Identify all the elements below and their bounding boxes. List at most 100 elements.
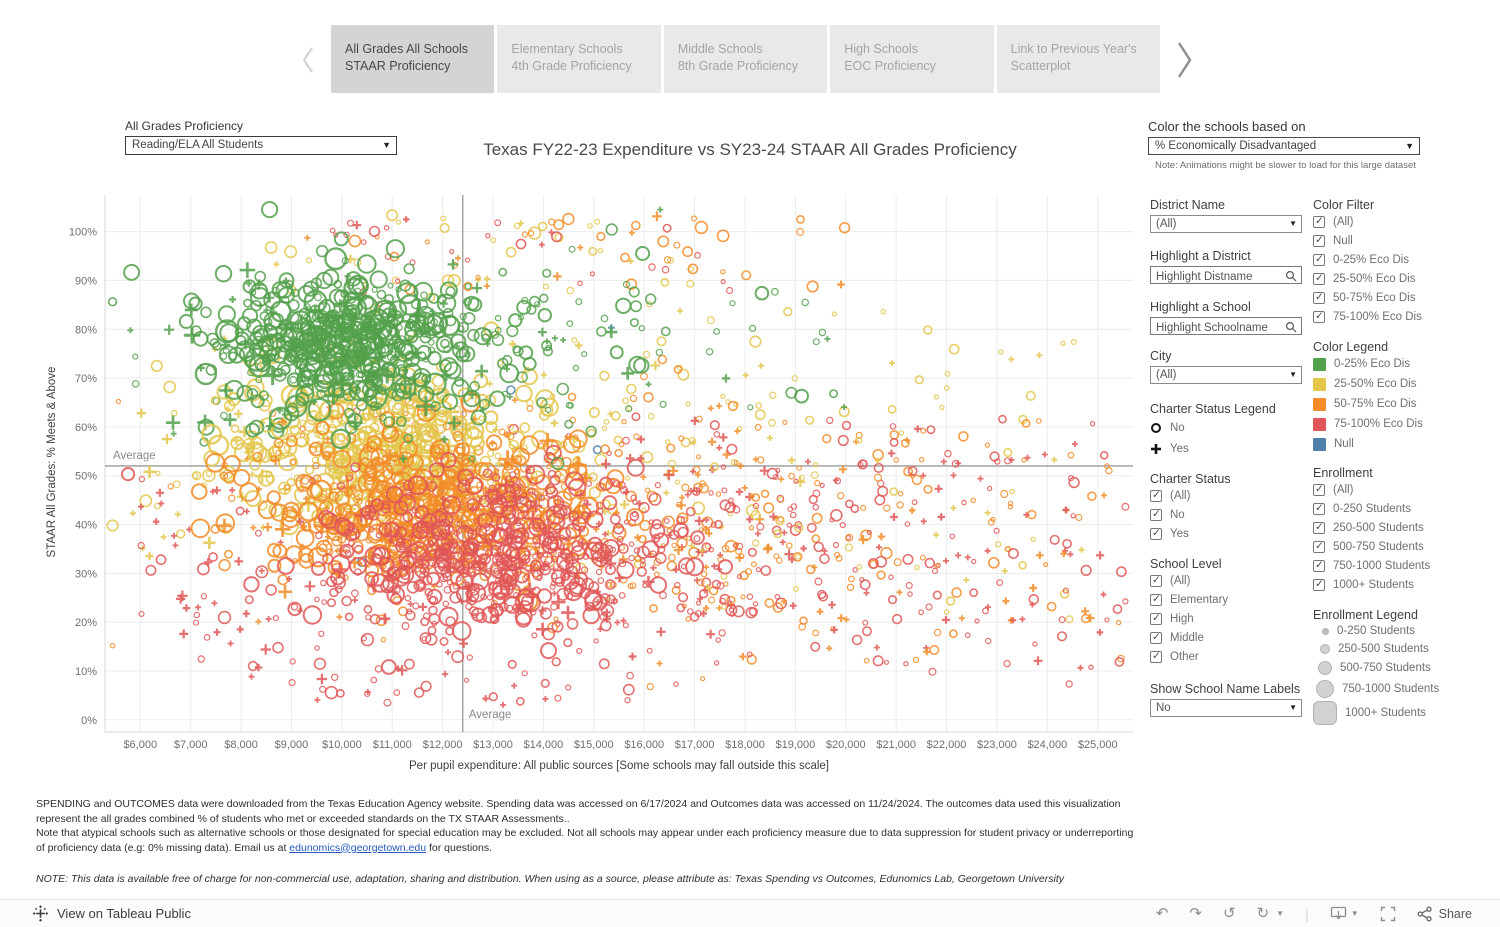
school-mark[interactable] — [1104, 617, 1110, 623]
school-mark[interactable] — [601, 425, 608, 431]
school-mark[interactable] — [566, 286, 575, 295]
school-mark[interactable] — [336, 614, 343, 620]
school-mark[interactable] — [985, 637, 992, 645]
school-mark[interactable] — [542, 268, 552, 278]
school-mark[interactable] — [386, 566, 396, 576]
school-mark[interactable] — [297, 285, 316, 303]
school-mark[interactable] — [270, 503, 289, 522]
school-mark[interactable] — [508, 439, 519, 451]
school-mark[interactable] — [819, 553, 830, 565]
school-mark[interactable] — [647, 413, 655, 420]
school-mark[interactable] — [685, 557, 705, 577]
school-mark[interactable] — [931, 567, 939, 574]
school-mark[interactable] — [709, 462, 720, 472]
school-mark[interactable] — [385, 239, 405, 259]
school-mark[interactable] — [1043, 561, 1049, 568]
school-mark[interactable] — [998, 414, 1007, 424]
school-mark[interactable] — [671, 542, 678, 549]
school-mark[interactable] — [549, 542, 559, 551]
school-mark[interactable] — [721, 544, 730, 553]
school-mark[interactable] — [671, 585, 681, 596]
school-mark[interactable] — [781, 598, 787, 605]
school-mark[interactable] — [604, 544, 614, 554]
school-mark[interactable] — [963, 577, 970, 584]
school-mark[interactable] — [273, 261, 280, 268]
school-mark[interactable] — [259, 393, 273, 408]
school-mark[interactable] — [554, 498, 562, 506]
school-mark[interactable] — [1096, 551, 1105, 560]
school-mark[interactable] — [485, 421, 498, 434]
school-mark[interactable] — [341, 257, 349, 265]
school-mark[interactable] — [486, 594, 493, 601]
school-mark[interactable] — [653, 558, 662, 567]
school-mark[interactable] — [272, 641, 284, 654]
school-mark[interactable] — [904, 437, 911, 444]
school-mark[interactable] — [393, 689, 401, 697]
school-mark[interactable] — [777, 516, 784, 523]
school-mark[interactable] — [677, 592, 689, 603]
school-mark[interactable] — [674, 479, 681, 485]
school-mark[interactable] — [576, 489, 587, 499]
school-mark[interactable] — [560, 571, 580, 591]
school-mark[interactable] — [209, 488, 216, 495]
checkbox-checked-icon[interactable] — [1313, 234, 1325, 247]
school-mark[interactable] — [690, 215, 698, 222]
school-mark[interactable] — [561, 605, 575, 620]
school-mark[interactable] — [275, 449, 282, 456]
school-mark[interactable] — [396, 281, 419, 305]
school-mark[interactable] — [531, 632, 538, 639]
school-mark[interactable] — [401, 622, 410, 631]
school-mark[interactable] — [498, 573, 513, 588]
school-mark[interactable] — [1025, 390, 1036, 401]
school-mark[interactable] — [517, 314, 525, 321]
school-mark[interactable] — [628, 652, 637, 661]
school-mark[interactable] — [788, 456, 796, 464]
school-mark[interactable] — [987, 556, 1000, 569]
school-mark[interactable] — [327, 559, 343, 576]
school-mark[interactable] — [542, 627, 556, 641]
school-mark[interactable] — [534, 474, 551, 491]
school-mark[interactable] — [109, 642, 116, 649]
school-mark[interactable] — [465, 420, 485, 440]
school-mark[interactable] — [547, 512, 566, 531]
school-mark[interactable] — [721, 487, 728, 494]
school-mark[interactable] — [775, 597, 787, 610]
school-mark[interactable] — [880, 546, 893, 560]
school-mark[interactable] — [273, 438, 284, 449]
school-mark[interactable] — [437, 529, 444, 536]
school-mark[interactable] — [811, 564, 818, 571]
school-mark[interactable] — [106, 519, 119, 532]
school-mark[interactable] — [602, 495, 618, 511]
school-mark[interactable] — [699, 547, 706, 554]
school-mark[interactable] — [1100, 591, 1107, 598]
school-mark[interactable] — [538, 494, 546, 502]
school-mark[interactable] — [145, 564, 157, 576]
school-mark[interactable] — [866, 529, 872, 536]
school-mark[interactable] — [335, 547, 343, 555]
school-mark[interactable] — [295, 528, 315, 548]
school-mark[interactable] — [510, 476, 519, 484]
school-mark[interactable] — [272, 615, 279, 622]
color-filter-option-50-75[interactable]: 50-75% Eco Dis — [1313, 288, 1440, 307]
school-mark[interactable] — [549, 583, 556, 590]
school-mark[interactable] — [1029, 584, 1038, 592]
tabs-scroll-right-icon[interactable] — [1176, 40, 1194, 80]
school-mark[interactable] — [673, 365, 683, 374]
school-mark[interactable] — [218, 558, 231, 572]
school-mark[interactable] — [811, 534, 821, 544]
school-mark[interactable] — [593, 638, 599, 644]
school-mark[interactable] — [257, 500, 277, 520]
school-mark[interactable] — [308, 441, 324, 457]
school-mark[interactable] — [416, 299, 429, 311]
school-mark[interactable] — [260, 644, 272, 655]
school-mark[interactable] — [599, 619, 612, 632]
school-mark[interactable] — [1051, 456, 1058, 463]
school-mark[interactable] — [296, 518, 305, 526]
school-mark[interactable] — [792, 551, 803, 562]
school-mark[interactable] — [813, 541, 825, 553]
school-mark[interactable] — [459, 639, 468, 648]
school-mark[interactable] — [932, 590, 942, 600]
school-mark[interactable] — [463, 281, 473, 292]
school-mark[interactable] — [311, 561, 326, 576]
school-mark[interactable] — [436, 543, 449, 556]
